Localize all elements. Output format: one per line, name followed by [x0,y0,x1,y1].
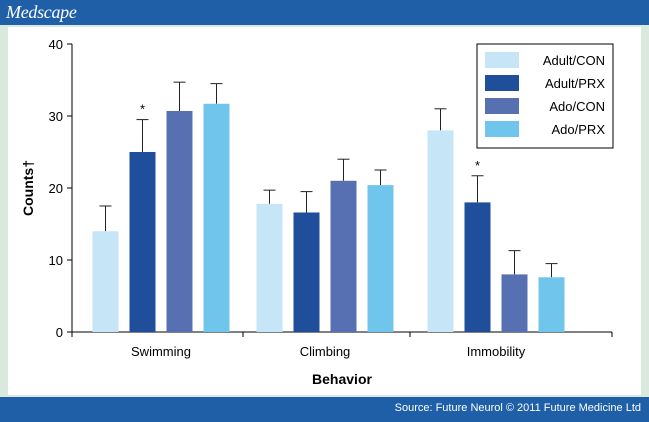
bar [256,203,283,332]
significance-marker: * [475,158,480,173]
bar [501,274,528,332]
bar [203,103,230,332]
x-tick-label: Immobility [467,344,526,359]
bar [129,152,156,332]
legend-swatch [485,121,519,137]
bar [166,110,193,333]
x-tick-label: Climbing [300,344,351,359]
legend-swatch [485,98,519,114]
header-bar: Medscape [0,0,649,25]
bar [464,202,491,332]
y-tick-label: 0 [56,325,63,340]
bar [427,130,454,332]
legend-swatch [485,75,519,91]
source-credit: Source: Future Neurol © 2011 Future Medi… [394,402,641,414]
medscape-logo: Medscape [6,2,77,22]
bar [293,212,320,332]
y-tick-label: 30 [49,109,63,124]
y-tick-label: 20 [49,181,63,196]
bar [330,180,357,332]
legend-label: Adult/PRX [545,76,605,91]
significance-marker: * [140,102,145,117]
bar [367,185,394,332]
bar [538,277,565,332]
x-axis-title: Behavior [312,371,372,387]
y-tick-label: 40 [49,37,63,52]
legend-label: Ado/PRX [552,122,606,137]
footer-bar: Source: Future Neurol © 2011 Future Medi… [0,397,649,422]
y-axis-title: Counts† [20,160,36,216]
legend-label: Ado/CON [549,99,605,114]
legend-label: Adult/CON [543,53,605,68]
legend-swatch [485,52,519,68]
y-tick-label: 10 [49,253,63,268]
bar [92,231,119,332]
x-tick-label: Swimming [131,344,191,359]
